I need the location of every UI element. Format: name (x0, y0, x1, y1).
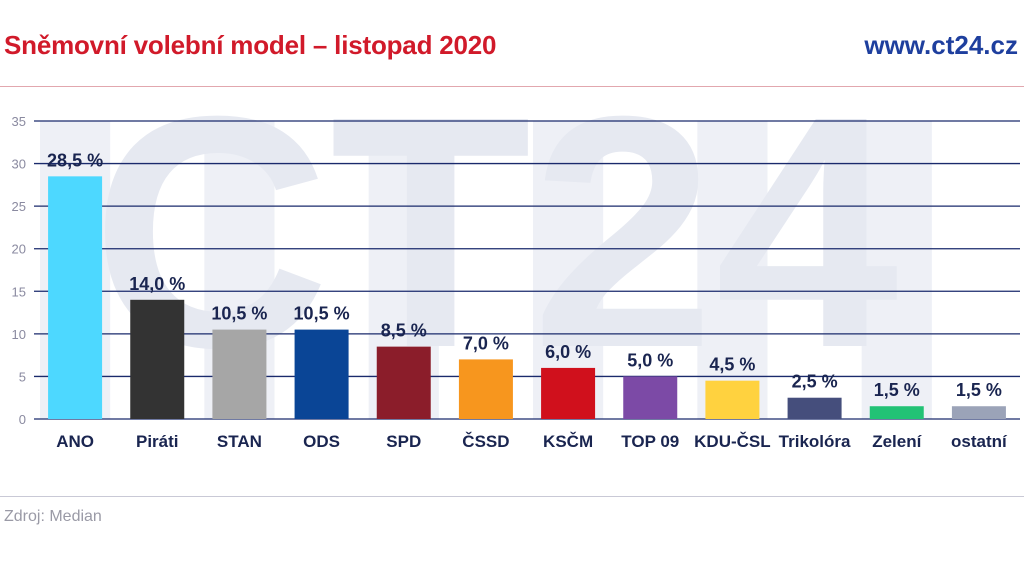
site-link[interactable]: www.ct24.cz (864, 30, 1018, 60)
y-tick-label: 0 (19, 412, 26, 427)
source-note: Zdroj: Median (4, 508, 102, 525)
category-label: KSČM (543, 432, 593, 451)
background-stripe (615, 121, 686, 419)
chart-title: Sněmovní volební model – listopad 2020 (4, 30, 497, 60)
background-stripe (861, 121, 932, 419)
bar-value-label: 14,0 % (129, 274, 185, 294)
y-tick-label: 30 (12, 157, 26, 172)
category-label: Trikolóra (779, 432, 851, 451)
y-tick-label: 20 (12, 242, 26, 257)
bar-value-label: 1,5 % (956, 380, 1002, 400)
background-stripe (697, 121, 768, 419)
y-tick-label: 15 (12, 284, 26, 299)
header-divider (0, 86, 1024, 87)
category-label: TOP 09 (621, 432, 679, 451)
category-label: Zelení (872, 432, 922, 451)
category-label: STAN (217, 432, 262, 451)
category-label: ODS (303, 432, 340, 451)
background-stripe (779, 121, 850, 419)
y-tick-label: 35 (12, 114, 26, 129)
bars (48, 176, 1006, 419)
bar-spd (376, 346, 431, 419)
category-label: KDU-ČSL (694, 432, 771, 451)
value-labels: 28,5 % 14,0 % 10,5 % 10,5 % 8,5 % 7,0 % 6,0 % 5… (47, 150, 1002, 400)
bar-value-label: 6,0 % (545, 342, 591, 362)
bar-kdu-sl (705, 380, 760, 419)
gridlines (34, 120, 1020, 420)
bar-value-label: 28,5 % (47, 150, 103, 170)
bar-ano (48, 176, 103, 419)
bar-value-label: 10,5 % (211, 304, 267, 324)
y-tick-label: 25 (12, 199, 26, 214)
bar-ostatn- (951, 406, 1006, 419)
bar-chart: CT24 28,5 %14,0 %10,5 % 10,5 %8,5 %7,0 % 6… (12, 47, 1020, 451)
bar-value-label: 10,5 % (294, 304, 350, 324)
background-stripe (943, 121, 1014, 419)
category-label: ČSSD (462, 432, 509, 451)
bar-value-label: 1,5 % (874, 380, 920, 400)
bar-trikol-ra (787, 397, 842, 419)
y-tick-label: 5 (19, 369, 26, 384)
bar-value-label: 8,5 % (381, 321, 427, 341)
y-tick-labels: 0 5 10 15 20 25 30 35 (12, 114, 26, 427)
bar-value-label: 7,0 % (463, 333, 509, 353)
bar-ks-m (541, 367, 596, 419)
bar-stan (212, 329, 267, 419)
category-label: ostatní (951, 432, 1008, 451)
bar-pir-ti (130, 299, 185, 419)
category-labels: ANO Piráti STAN ODS SPD ČSSD KSČM TOP 09 KDU-ČSL… (56, 432, 1008, 451)
footer-divider (0, 496, 1024, 497)
bar-zelen- (869, 406, 924, 419)
bar-value-label: 5,0 % (627, 350, 673, 370)
category-label: Piráti (136, 432, 179, 451)
bar-ods (294, 329, 349, 419)
category-label: ANO (56, 432, 94, 451)
bar-value-label: 4,5 % (709, 355, 755, 375)
bar-value-label: 2,5 % (792, 372, 838, 392)
category-label: SPD (386, 432, 421, 451)
bar--ssd (458, 359, 513, 419)
bar-top-09 (623, 376, 678, 419)
y-tick-label: 10 (12, 327, 26, 342)
